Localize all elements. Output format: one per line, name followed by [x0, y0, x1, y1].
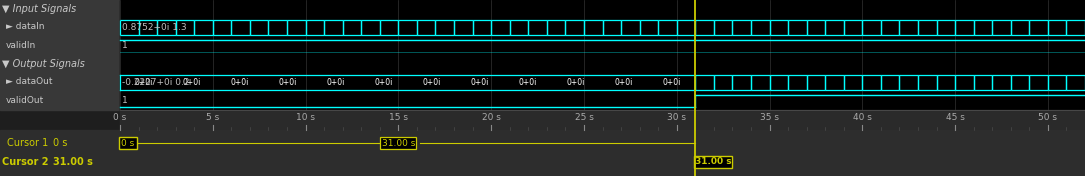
Text: 0+0i: 0+0i [519, 78, 537, 87]
Text: 15 s: 15 s [388, 112, 408, 121]
Text: 10 s: 10 s [296, 112, 315, 121]
Bar [0, 0, 120, 110]
Text: 0+0i: 0+0i [614, 78, 633, 87]
Text: 0+0i: 0+0i [231, 78, 250, 87]
Text: 0+0i: 0+0i [135, 78, 153, 87]
Text: validIn: validIn [7, 41, 36, 50]
Text: 40 s: 40 s [853, 112, 871, 121]
Text: 0+0i: 0+0i [566, 78, 585, 87]
Text: 0 s: 0 s [113, 112, 127, 121]
Bar [694, 156, 732, 168]
Text: -0.2227+0i 0.2: -0.2227+0i 0.2 [122, 78, 190, 87]
Text: 0.8752+0i 1.3: 0.8752+0i 1.3 [122, 23, 187, 32]
Text: 25 s: 25 s [574, 112, 593, 121]
Text: 0+0i: 0+0i [662, 78, 680, 87]
Text: 31.00 s: 31.00 s [382, 139, 416, 147]
Text: 20 s: 20 s [482, 112, 500, 121]
Text: ► dataIn: ► dataIn [7, 22, 44, 31]
Text: 0+0i: 0+0i [374, 78, 393, 87]
Text: 31.00 s: 31.00 s [53, 157, 93, 167]
Text: 0+0i: 0+0i [471, 78, 488, 87]
Bar [0, 130, 1085, 176]
Text: Cursor 1: Cursor 1 [7, 138, 48, 148]
Text: 0+0i: 0+0i [182, 78, 201, 87]
Text: 30 s: 30 s [667, 112, 686, 121]
Text: 31.00 s: 31.00 s [695, 158, 731, 166]
Text: 0 s: 0 s [122, 139, 135, 147]
Text: validOut: validOut [7, 96, 44, 105]
Text: ► dataOut: ► dataOut [7, 77, 52, 86]
Bar [119, 137, 137, 149]
Text: 5 s: 5 s [206, 112, 219, 121]
Text: 45 s: 45 s [946, 112, 965, 121]
Text: 0+0i: 0+0i [279, 78, 297, 87]
Text: 1: 1 [122, 96, 128, 105]
Text: 35 s: 35 s [760, 112, 779, 121]
Text: ▼ Output Signals: ▼ Output Signals [2, 59, 85, 69]
Text: ▼ Input Signals: ▼ Input Signals [2, 4, 76, 14]
Text: 1: 1 [122, 41, 128, 50]
Text: 0+0i: 0+0i [327, 78, 345, 87]
Bar [120, 110, 1085, 130]
Bar [120, 0, 1085, 110]
Text: 0 s: 0 s [53, 138, 67, 148]
Text: 50 s: 50 s [1038, 112, 1058, 121]
Text: 0+0i: 0+0i [422, 78, 441, 87]
Text: Cursor 2: Cursor 2 [1, 157, 48, 167]
